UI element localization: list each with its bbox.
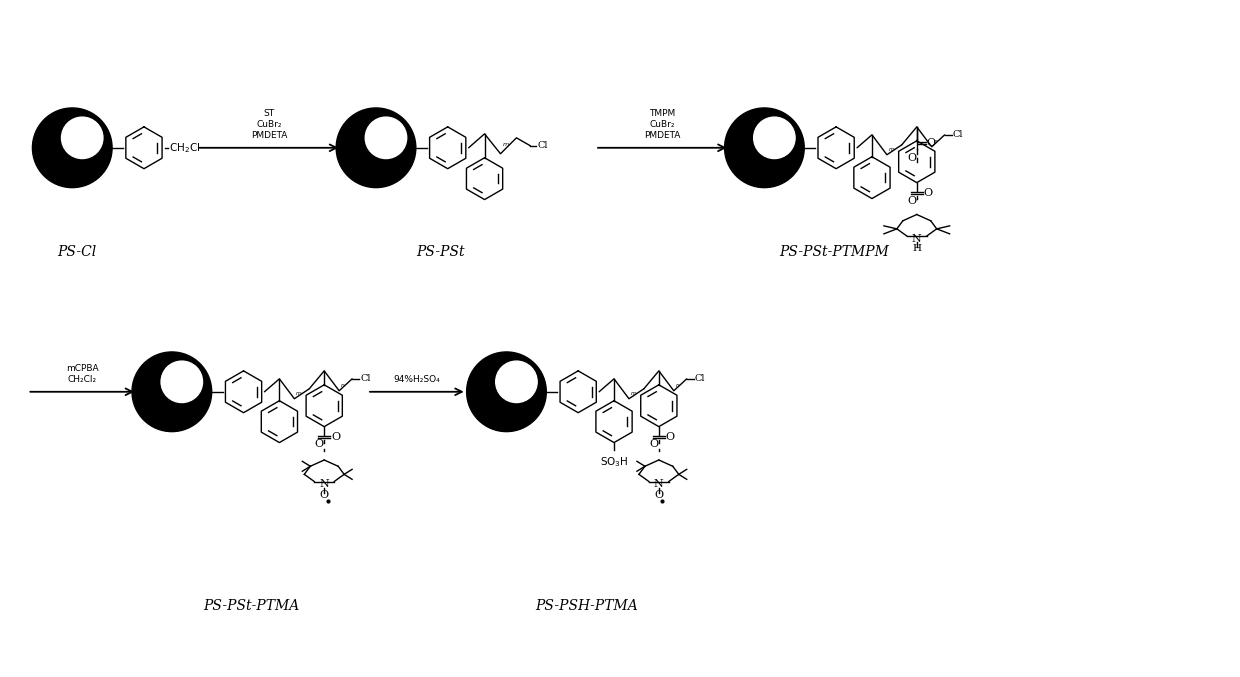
Text: $_m$: $_m$ bbox=[888, 146, 895, 154]
Circle shape bbox=[724, 108, 805, 188]
Text: O: O bbox=[650, 439, 658, 449]
Text: N: N bbox=[320, 479, 329, 489]
Text: O: O bbox=[331, 432, 340, 442]
Circle shape bbox=[496, 361, 537, 403]
Text: PS-PSH-PTMA: PS-PSH-PTMA bbox=[534, 599, 637, 613]
Text: $_n$: $_n$ bbox=[932, 138, 939, 146]
Text: PS-PSt-PTMPM: PS-PSt-PTMPM bbox=[779, 245, 889, 259]
Text: O: O bbox=[908, 196, 916, 206]
Circle shape bbox=[366, 117, 407, 158]
Circle shape bbox=[62, 117, 103, 158]
Text: $_m$: $_m$ bbox=[502, 139, 511, 149]
Text: Cl: Cl bbox=[360, 374, 371, 383]
Text: $\mathrm{CH_2Cl}$: $\mathrm{CH_2Cl}$ bbox=[169, 141, 200, 154]
Circle shape bbox=[32, 108, 112, 188]
Text: N: N bbox=[653, 479, 663, 489]
Text: PS-Cl: PS-Cl bbox=[57, 245, 97, 259]
Text: O: O bbox=[315, 439, 324, 449]
Text: $_m$: $_m$ bbox=[295, 390, 303, 398]
Text: N: N bbox=[911, 234, 921, 244]
Text: Cl: Cl bbox=[952, 131, 963, 139]
Text: ST
CuBr₂
PMDETA: ST CuBr₂ PMDETA bbox=[250, 108, 288, 140]
Circle shape bbox=[131, 352, 212, 432]
Text: $_n$: $_n$ bbox=[675, 383, 681, 391]
Text: PS-PSt: PS-PSt bbox=[417, 245, 465, 259]
Text: 94%H₂SO₄: 94%H₂SO₄ bbox=[393, 375, 440, 384]
Text: H: H bbox=[913, 244, 921, 253]
Text: O: O bbox=[655, 490, 663, 500]
Text: mCPBA
CH₂Cl₂: mCPBA CH₂Cl₂ bbox=[66, 364, 98, 384]
Text: O: O bbox=[908, 153, 916, 162]
Text: Cl: Cl bbox=[537, 141, 548, 150]
Text: TMPM
CuBr₂
PMDETA: TMPM CuBr₂ PMDETA bbox=[644, 108, 681, 140]
Text: O: O bbox=[924, 188, 932, 198]
Text: $\mathrm{SO_3H}$: $\mathrm{SO_3H}$ bbox=[600, 456, 629, 469]
Text: $_m$: $_m$ bbox=[630, 390, 637, 398]
Text: O: O bbox=[926, 138, 936, 148]
Circle shape bbox=[754, 117, 795, 158]
Text: O: O bbox=[320, 490, 329, 500]
Circle shape bbox=[161, 361, 202, 403]
Text: O: O bbox=[666, 432, 675, 442]
Text: $_n$: $_n$ bbox=[340, 383, 346, 391]
Circle shape bbox=[466, 352, 547, 432]
Text: Cl: Cl bbox=[694, 374, 706, 383]
Text: PS-PSt-PTMA: PS-PSt-PTMA bbox=[203, 599, 300, 613]
Circle shape bbox=[336, 108, 415, 188]
